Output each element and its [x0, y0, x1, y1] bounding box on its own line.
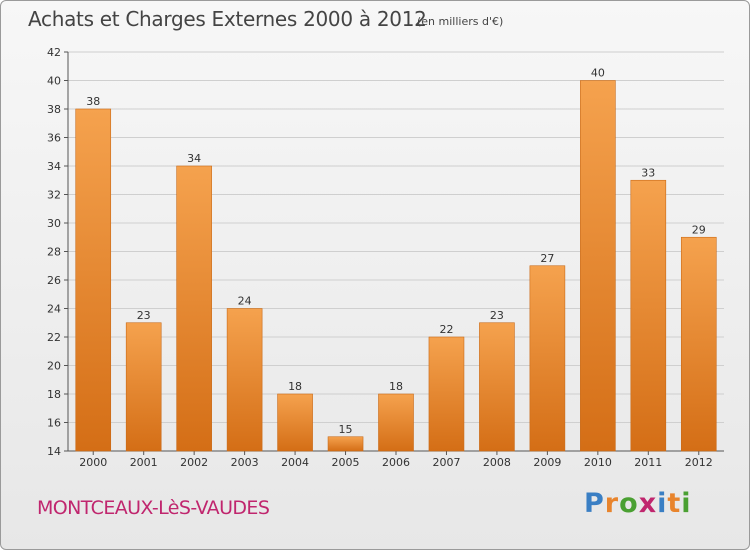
- y-tick-label: 38: [47, 103, 61, 116]
- bar-2012: [680, 236, 717, 452]
- y-tick-label: 14: [47, 445, 61, 458]
- x-tick-label: 2006: [382, 456, 410, 469]
- bar-value-label: 24: [238, 295, 252, 308]
- bar-value-label: 23: [490, 309, 504, 322]
- bar-2004: [277, 393, 313, 452]
- x-tick-label: 2002: [180, 456, 208, 469]
- bar-value-label: 15: [339, 423, 353, 436]
- bar-value-label: 18: [389, 380, 403, 393]
- y-tick-label: 26: [47, 274, 61, 287]
- bars: 38 23 34 24 18 15 18 22 23 27 40 33 29: [75, 67, 717, 452]
- bar-2006: [378, 393, 414, 452]
- bar-2000: [75, 108, 112, 452]
- y-tick-label: 20: [47, 360, 61, 373]
- bar-2011: [630, 179, 667, 452]
- x-tick-label: 2007: [432, 456, 460, 469]
- y-tick-label: 36: [47, 132, 61, 145]
- y-tick-label: 16: [47, 417, 61, 430]
- bar-value-label: 33: [641, 166, 655, 179]
- location-name: MONTCEAUX-LèS-VAUDES: [37, 497, 270, 519]
- bar-2010: [580, 80, 616, 452]
- bar-value-label: 34: [187, 152, 201, 165]
- bar-value-label: 29: [692, 223, 706, 236]
- bar-2007: [428, 336, 465, 452]
- bar-value-label: 38: [86, 95, 100, 108]
- bar-2001: [125, 322, 162, 452]
- logo-letter: i: [657, 488, 668, 519]
- bar-2002: [176, 165, 212, 452]
- logo-letter: o: [619, 488, 639, 519]
- logo-letter: t: [667, 488, 682, 519]
- y-tick-label: 40: [47, 75, 61, 88]
- chart-title: Achats et Charges Externes 2000 à 2012: [28, 7, 427, 31]
- x-tick-label: 2000: [79, 456, 107, 469]
- x-tick-label: 2009: [533, 456, 561, 469]
- x-tick-label: 2005: [332, 456, 360, 469]
- x-tick-label: 2012: [685, 456, 713, 469]
- bar-value-label: 22: [439, 323, 453, 336]
- logo-letter: P: [584, 488, 605, 519]
- proxiti-logo: Proxiti: [584, 488, 692, 519]
- logo-letter: r: [604, 488, 620, 519]
- y-tick-label: 30: [47, 217, 61, 230]
- x-tick-label: 2003: [231, 456, 259, 469]
- x-tick-label: 2010: [584, 456, 612, 469]
- bar-value-label: 27: [540, 252, 554, 265]
- bar-value-label: 18: [288, 380, 302, 393]
- bar-value-label: 23: [137, 309, 151, 322]
- y-tick-label: 32: [47, 189, 61, 202]
- bar-value-label: 40: [591, 67, 605, 80]
- y-tick-label: 18: [47, 388, 61, 401]
- x-tick-label: 2008: [483, 456, 511, 469]
- bar-2008: [479, 322, 515, 452]
- x-tick-label: 2011: [634, 456, 662, 469]
- y-tick-label: 42: [47, 46, 61, 59]
- bar-2005: [327, 436, 364, 452]
- y-tick-label: 28: [47, 246, 61, 259]
- y-tick-label: 22: [47, 331, 61, 344]
- x-tick-label: 2004: [281, 456, 309, 469]
- y-tick-label: 34: [47, 160, 61, 173]
- chart-subtitle: (en milliers d'€): [417, 15, 504, 28]
- bar-2009: [529, 265, 566, 452]
- y-tick-label: 24: [47, 303, 61, 316]
- bar-2003: [226, 308, 263, 452]
- x-tick-label: 2001: [130, 456, 158, 469]
- logo-letter: x: [638, 488, 658, 519]
- logo-letter: i: [681, 488, 692, 519]
